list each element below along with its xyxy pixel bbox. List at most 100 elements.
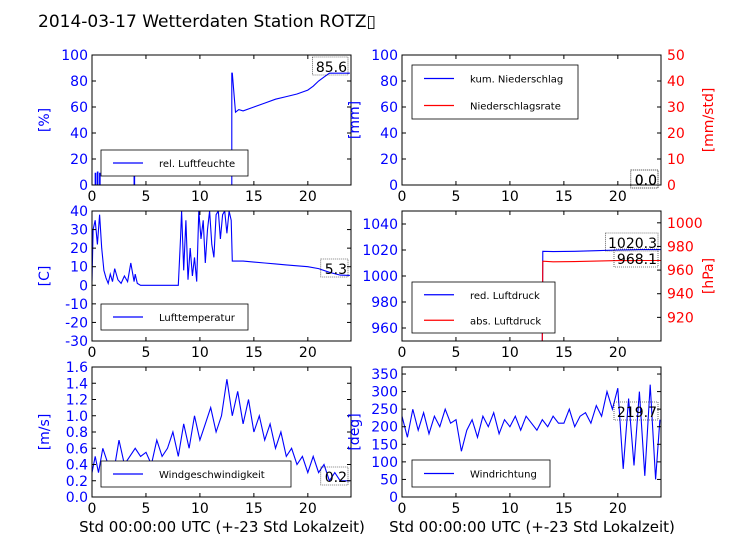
- y-tick-label: 300: [371, 385, 398, 401]
- y-tick-label: -10: [65, 297, 88, 313]
- x-tick-label: 0: [398, 345, 407, 361]
- plot-frame: [401, 54, 662, 186]
- xlabel-left: Std 00:00:00 UTC (+-23 Std Lokalzeit): [79, 518, 365, 536]
- y-tick-label: 0.2: [66, 474, 88, 490]
- x-tick-label: 0: [398, 189, 407, 205]
- legend-label-2: Niederschlagsrate: [470, 102, 561, 113]
- y-tick-label: 40: [70, 126, 88, 142]
- last-value-label: 85.6: [316, 60, 347, 76]
- series-line-1: [92, 211, 350, 286]
- y-tick-label: 80: [380, 74, 398, 90]
- x-tick-label: 5: [141, 501, 150, 517]
- x-tick-label: 15: [555, 345, 573, 361]
- y-tick-label: 980: [371, 295, 398, 311]
- series-line-2: [541, 259, 661, 341]
- legend-label-1: Windrichtung: [470, 470, 537, 481]
- y-tick-label: 0.4: [66, 458, 88, 474]
- x-tick-label: 20: [609, 501, 627, 517]
- y2-tick-label: 50: [667, 48, 685, 64]
- y-tick-label: 100: [61, 48, 88, 64]
- y-tick-label: -30: [65, 334, 88, 350]
- y-tick-label: 350: [371, 367, 398, 383]
- y2-axis-label: [hPa]: [701, 258, 717, 294]
- y2-tick-label: 20: [667, 126, 685, 142]
- y-tick-label: 30: [70, 223, 88, 239]
- x-tick-label: 15: [245, 345, 263, 361]
- y-tick-label: 0: [79, 178, 88, 194]
- plot-frame: [91, 54, 352, 186]
- y2-tick-label: 960: [667, 263, 694, 279]
- y2-tick-label: 0: [667, 178, 676, 194]
- y-tick-label: 60: [70, 100, 88, 116]
- xlabel-right: Std 00:00:00 UTC (+-23 Std Lokalzeit): [389, 518, 675, 536]
- y-tick-label: 0.0: [66, 490, 88, 506]
- x-tick-label: 15: [555, 501, 573, 517]
- x-tick-label: 15: [245, 189, 263, 205]
- last-value-label: 0.2: [325, 470, 347, 486]
- x-tick-label: 0: [398, 501, 407, 517]
- y-axis-label: [C]: [37, 266, 53, 287]
- y-tick-label: 40: [70, 204, 88, 220]
- legend-label-1: rel. Luftfeuchte: [159, 159, 235, 170]
- x-tick-label: 5: [451, 345, 460, 361]
- y-tick-label: 20: [70, 241, 88, 257]
- last-value-box: [320, 258, 349, 278]
- y2-tick-label: 30: [667, 100, 685, 116]
- legend-box: [411, 64, 579, 120]
- y-axis-label: [mm]: [347, 101, 363, 139]
- y2-tick-label: 940: [667, 287, 694, 303]
- panel-1: 0 5 10 15 20 0 20 40 60 80 100 [%] rel. Luftfeuchte 8…: [37, 48, 352, 205]
- y-tick-label: 1.6: [66, 360, 88, 376]
- y-tick-label: 250: [371, 402, 398, 418]
- y-tick-label: 10: [70, 260, 88, 276]
- x-tick-label: 10: [501, 501, 519, 517]
- last-value-box: [613, 248, 659, 268]
- y-tick-label: 1000: [362, 269, 398, 285]
- y-axis-label: [m/s]: [37, 414, 53, 451]
- last-value-label: 0.0: [635, 173, 657, 189]
- y-tick-label: 150: [371, 437, 398, 453]
- last-value-label: 1020.3: [608, 236, 657, 252]
- panel-5: 0 5 10 15 200.00.20.40.60.81.01.21.41.6[m/s]…: [37, 360, 352, 517]
- y-tick-label: 60: [380, 100, 398, 116]
- x-tick-label: 5: [141, 345, 150, 361]
- y-tick-label: 20: [70, 152, 88, 168]
- y2-tick-label: 10: [667, 152, 685, 168]
- plot-frame: [401, 366, 662, 498]
- y2-tick-label: 920: [667, 310, 694, 326]
- series-line-1: [402, 384, 661, 480]
- x-tick-label: 0: [88, 501, 97, 517]
- last-value-box: [312, 56, 349, 76]
- panel-6: 0 5 10 15 20050100150200250300350[deg]Windri…: [347, 366, 662, 517]
- y-tick-label: 80: [70, 74, 88, 90]
- x-tick-label: 5: [451, 189, 460, 205]
- y-tick-label: 0.8: [66, 425, 88, 441]
- x-tick-label: 10: [501, 345, 519, 361]
- y-tick-label: 0.6: [66, 441, 88, 457]
- y-tick-label: 960: [371, 321, 398, 337]
- series-line-1: [92, 72, 350, 185]
- y-tick-label: 0: [79, 278, 88, 294]
- series-line-1: [92, 379, 350, 483]
- last-value-box: [630, 169, 659, 189]
- y-tick-label: 1.0: [66, 409, 88, 425]
- last-value-label: 0.0: [635, 173, 657, 189]
- y-axis-label: [deg]: [347, 413, 363, 450]
- x-tick-label: 15: [245, 501, 263, 517]
- x-tick-label: 15: [555, 189, 573, 205]
- y-tick-label: 0: [389, 490, 398, 506]
- x-tick-label: 20: [299, 189, 317, 205]
- y2-tick-label: 40: [667, 74, 685, 90]
- y2-tick-label: 1000: [667, 216, 703, 232]
- last-value-label: 5.3: [325, 262, 347, 278]
- last-value-box: [320, 466, 349, 486]
- y-tick-label: 100: [371, 455, 398, 471]
- panel-2: 0 5 10 15 20 0 20 40 60 80 100 0 10 20 30 40 50 [mm] [mm/s…: [347, 48, 717, 205]
- x-tick-label: 20: [609, 189, 627, 205]
- x-tick-label: 0: [88, 345, 97, 361]
- y2-axis-label: [mm/std]: [701, 88, 717, 153]
- legend-label-1: Lufttemperatur: [159, 313, 236, 324]
- figure-title: 2014-03-17 Wetterdaten Station ROTZ▯: [38, 12, 376, 32]
